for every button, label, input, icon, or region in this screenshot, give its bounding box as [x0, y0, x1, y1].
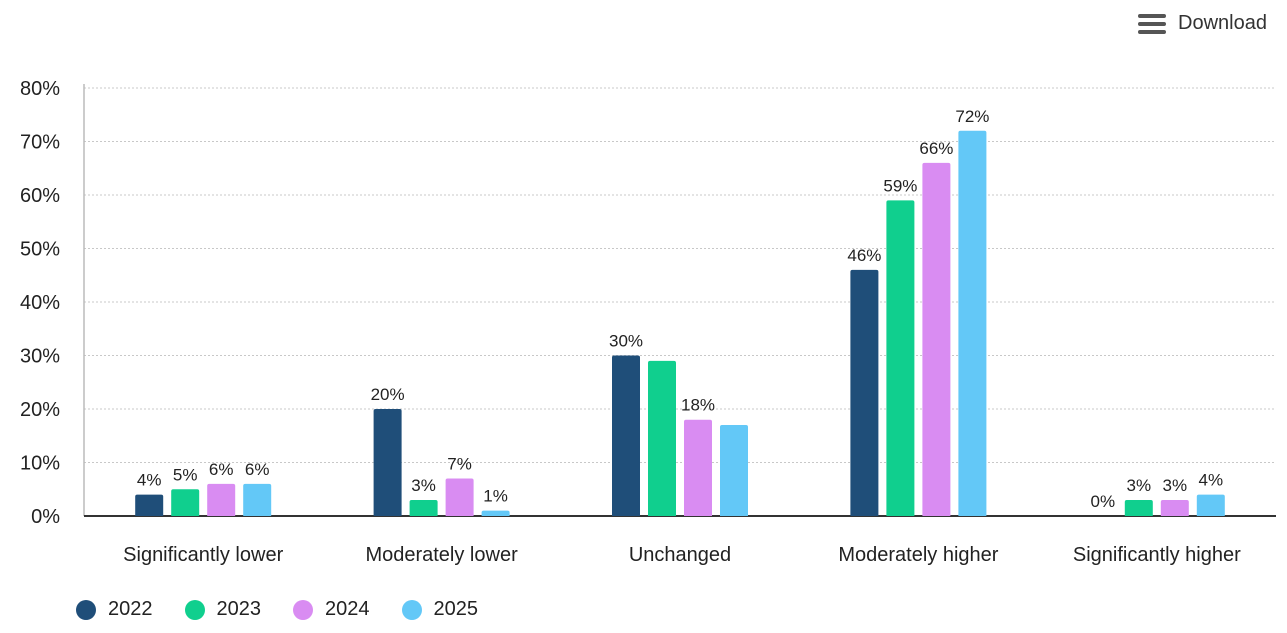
- bar-2024-2: [684, 419, 712, 516]
- legend: 2022 2023 2024 2025: [76, 598, 510, 621]
- x-tick-label: Significantly lower: [123, 544, 283, 566]
- bar-2025-2: [720, 425, 748, 516]
- data-label: 3%: [411, 476, 436, 495]
- bar-2025-4: [1196, 494, 1225, 516]
- bar-2025-0: [243, 483, 272, 516]
- y-tick-label: 40%: [20, 292, 60, 314]
- legend-swatch-2025: [401, 599, 422, 620]
- data-label: 6%: [209, 460, 234, 479]
- data-label: 5%: [173, 465, 198, 484]
- data-label: 72%: [955, 107, 989, 126]
- y-tick-label: 60%: [20, 185, 60, 207]
- bar-2023-1: [409, 499, 438, 516]
- data-label: 18%: [681, 396, 715, 415]
- x-tick-label: Significantly higher: [1073, 544, 1241, 566]
- y-tick-label: 0%: [31, 506, 60, 528]
- y-tick-label: 80%: [20, 78, 60, 100]
- data-label: 30%: [609, 332, 643, 351]
- bar-2024-1: [445, 478, 474, 516]
- x-tick-label: Moderately higher: [838, 544, 998, 566]
- legend-swatch-2024: [293, 599, 313, 620]
- bar-2025-1: [481, 510, 510, 516]
- bar-2024-0: [207, 483, 236, 516]
- y-tick-label: 70%: [20, 132, 60, 154]
- bar-2022-1: [373, 409, 402, 516]
- bar-2022-3: [850, 269, 879, 516]
- data-label: 46%: [847, 246, 881, 265]
- data-label: 6%: [245, 460, 270, 479]
- x-tick-label: Unchanged: [629, 544, 731, 566]
- bar-2022-2: [612, 355, 640, 516]
- download-label: Download: [1178, 12, 1267, 34]
- legend-label-2025: 2025: [433, 598, 479, 620]
- bar-2023-4: [1124, 499, 1153, 516]
- legend-swatch-2023: [184, 599, 205, 620]
- legend-swatch-2022: [76, 599, 96, 620]
- data-label: 0%: [1091, 492, 1116, 511]
- legend-item-2024[interactable]: 2024: [293, 598, 370, 621]
- legend-label-2024: 2024: [325, 598, 370, 620]
- data-label: 3%: [1127, 476, 1152, 495]
- bar-2022-0: [135, 494, 164, 516]
- bar-2023-0: [171, 489, 200, 516]
- y-tick-label: 50%: [20, 239, 60, 261]
- y-tick-label: 10%: [20, 453, 60, 475]
- data-label: 66%: [919, 139, 953, 158]
- y-tick-label: 20%: [20, 399, 60, 421]
- download-button[interactable]: Download: [1136, 8, 1269, 39]
- bar-2024-3: [922, 162, 951, 516]
- legend-label-2022: 2022: [108, 598, 153, 620]
- data-label: 4%: [137, 471, 162, 490]
- data-label: 1%: [483, 487, 508, 506]
- bar-2023-2: [648, 360, 676, 516]
- bar-2024-4: [1160, 499, 1189, 516]
- data-label: 3%: [1163, 476, 1188, 495]
- legend-item-2022[interactable]: 2022: [76, 598, 153, 621]
- bar-2023-3: [886, 200, 915, 516]
- data-label: 59%: [883, 176, 917, 195]
- bar-2025-3: [958, 130, 987, 517]
- legend-label-2023: 2023: [216, 598, 262, 620]
- data-label: 20%: [371, 385, 405, 404]
- hamburger-icon: [1138, 13, 1167, 34]
- x-tick-label: Moderately lower: [365, 544, 518, 566]
- legend-item-2023[interactable]: 2023: [184, 598, 262, 621]
- y-tick-label: 30%: [20, 346, 60, 368]
- legend-item-2025[interactable]: 2025: [401, 598, 479, 621]
- data-label: 4%: [1199, 471, 1224, 490]
- data-label: 7%: [447, 455, 472, 474]
